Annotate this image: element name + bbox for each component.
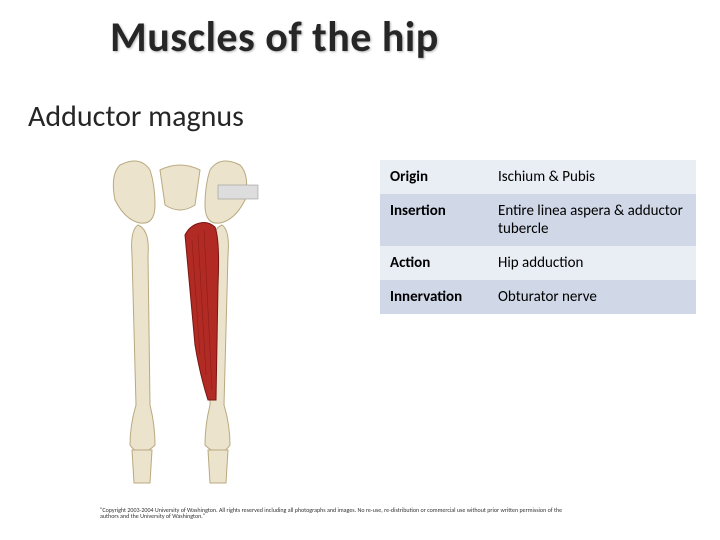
row-value: Ischium & Pubis	[488, 160, 696, 194]
row-label: Action	[380, 246, 488, 280]
table-row: Innervation Obturator nerve	[380, 280, 696, 314]
row-label: Innervation	[380, 280, 488, 314]
muscle-details-table: Origin Ischium & Pubis Insertion Entire …	[380, 160, 696, 314]
table-row: Origin Ischium & Pubis	[380, 160, 696, 194]
table-row: Insertion Entire linea aspera & adductor…	[380, 194, 696, 246]
row-label: Origin	[380, 160, 488, 194]
anatomy-illustration	[100, 145, 260, 485]
copyright-text: "Copyright 2003-2004 University of Washi…	[100, 507, 580, 520]
row-label: Insertion	[380, 194, 488, 246]
row-value: Obturator nerve	[488, 280, 696, 314]
page-title: Muscles of the hip	[110, 12, 439, 63]
table-row: Action Hip adduction	[380, 246, 696, 280]
row-value: Hip adduction	[488, 246, 696, 280]
row-value: Entire linea aspera & adductor tubercle	[488, 194, 696, 246]
muscle-name-heading: Adductor magnus	[28, 98, 244, 135]
